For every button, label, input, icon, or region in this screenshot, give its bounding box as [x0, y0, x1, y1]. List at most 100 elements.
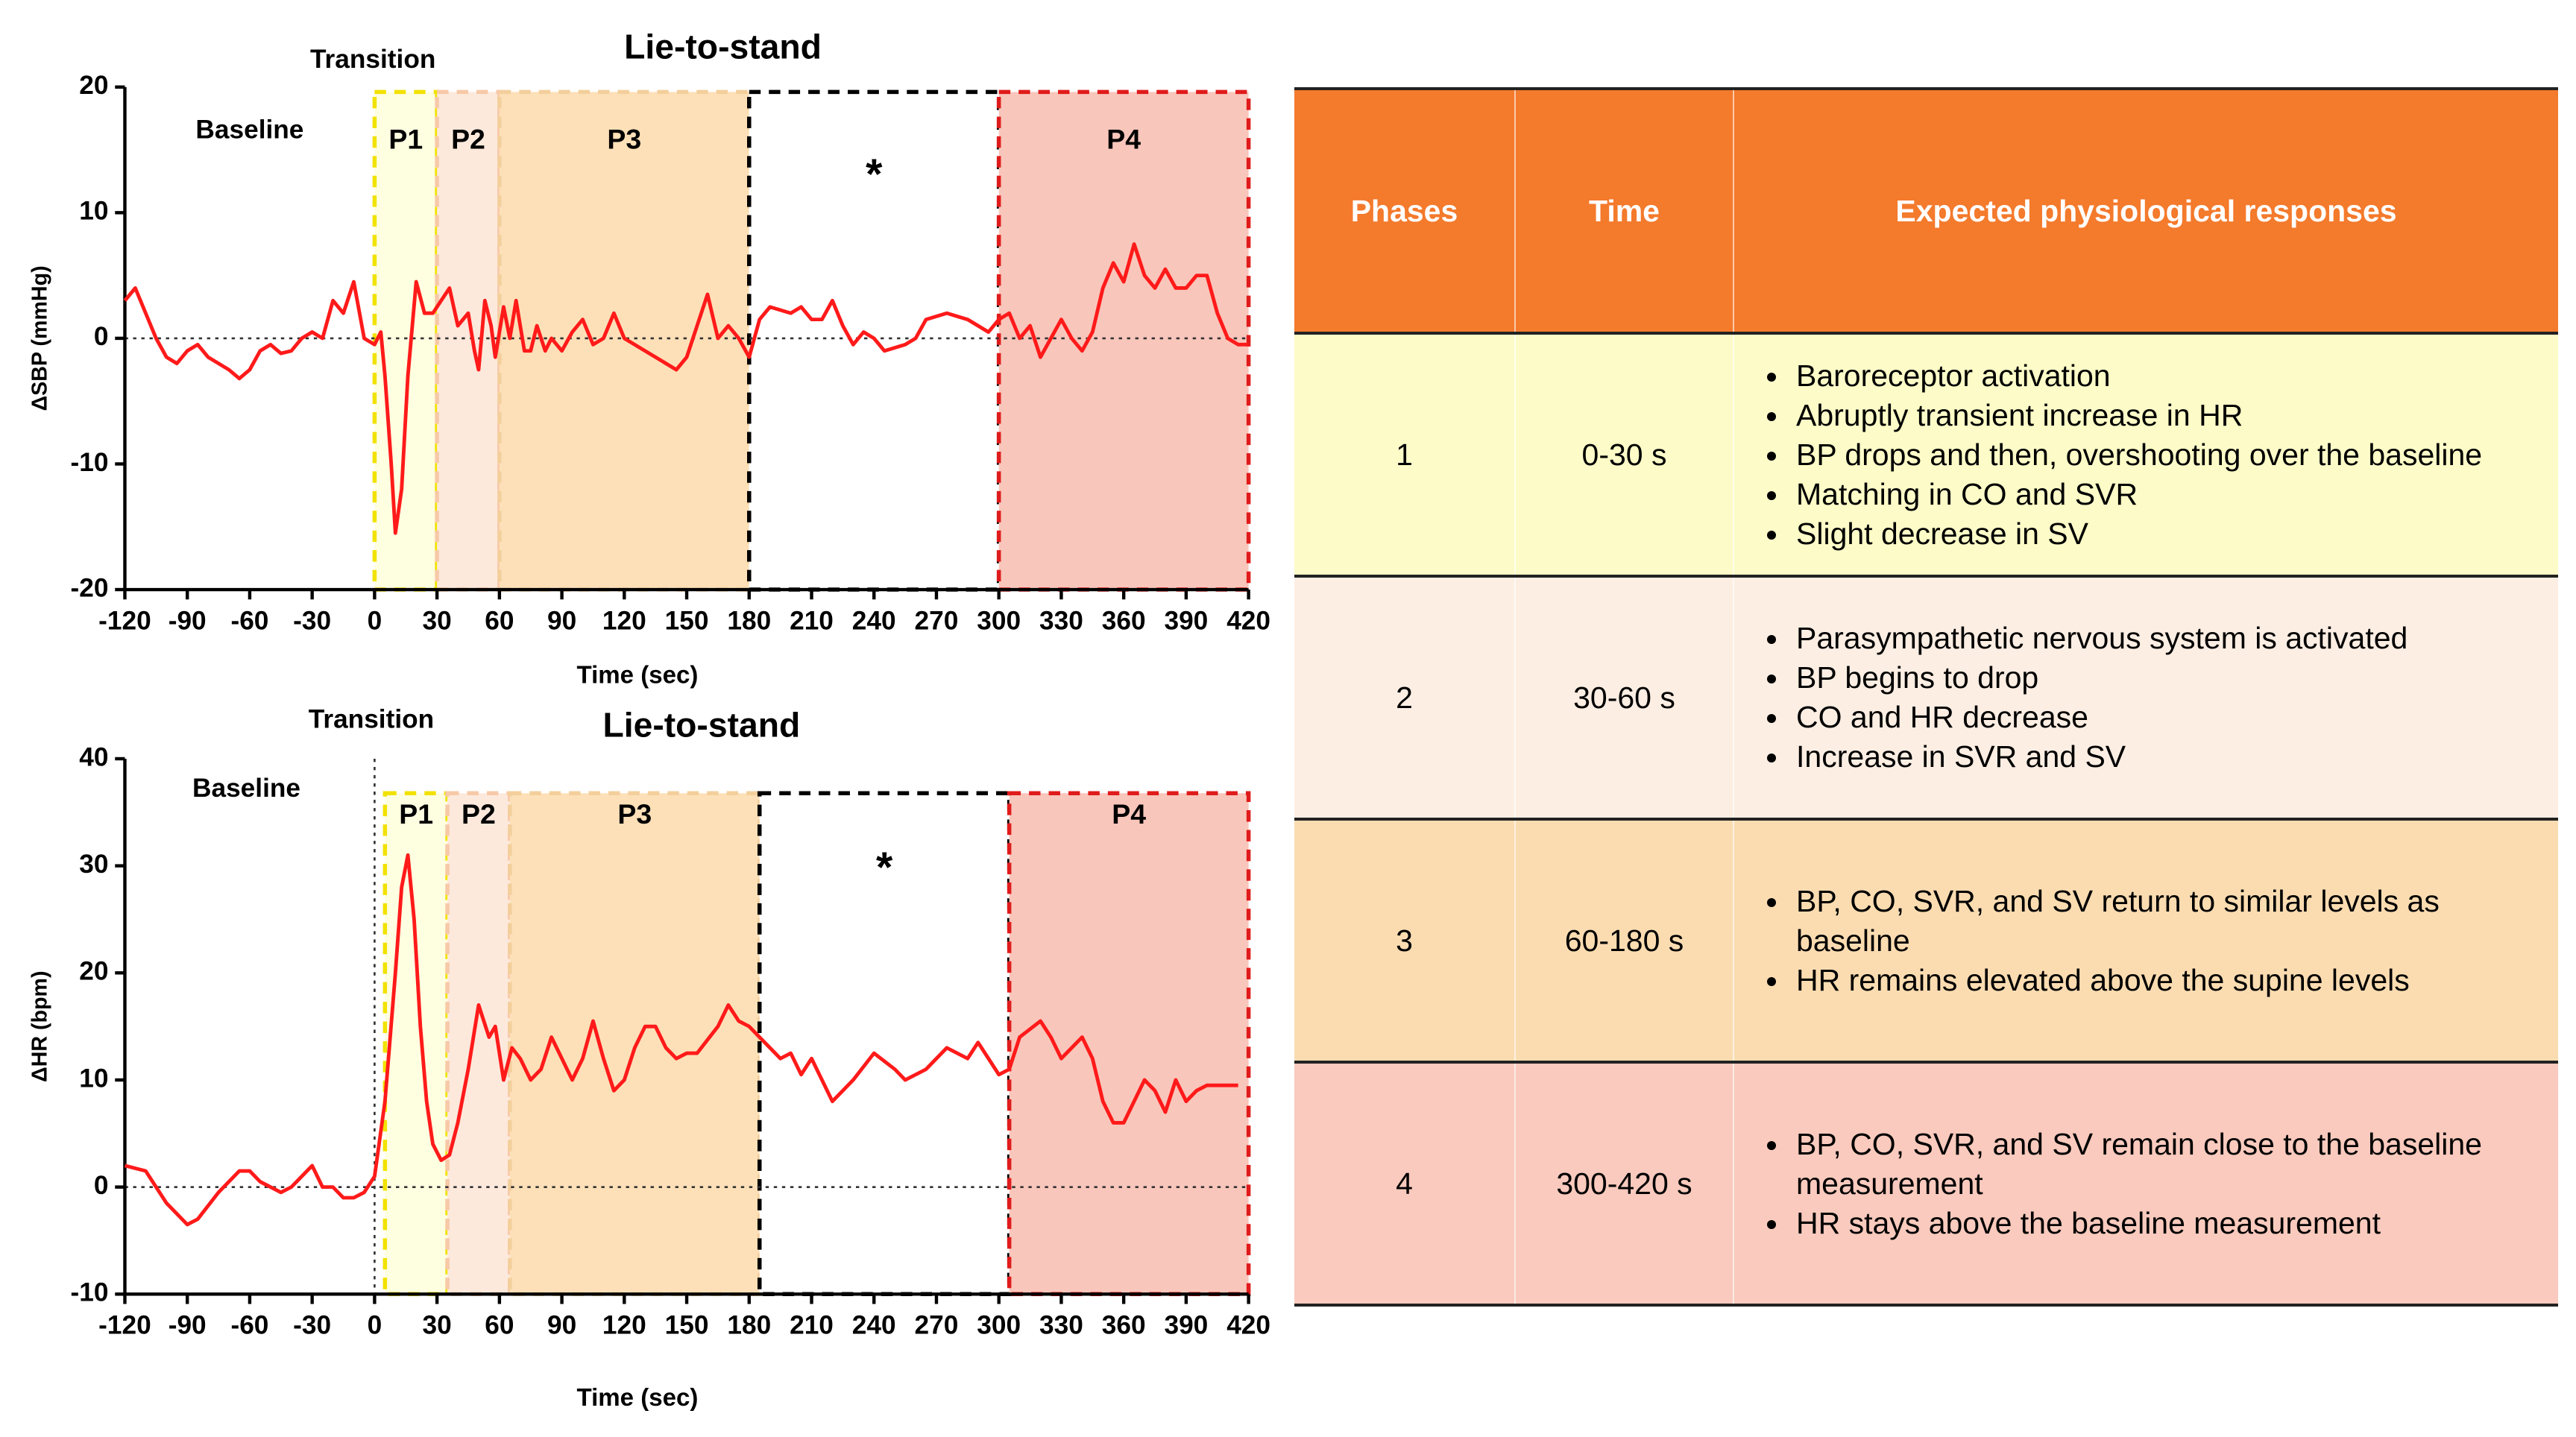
response-item: Increase in SVR and SV [1790, 737, 2407, 777]
phase-region [1007, 791, 1251, 1297]
phase-region [996, 89, 1251, 592]
x-tick-label: 150 [665, 1311, 709, 1340]
phase-label: P4 [1106, 123, 1141, 154]
x-tick-label: 150 [665, 606, 709, 635]
y-tick-label: 10 [79, 197, 108, 226]
phase-cell: 3 [1396, 923, 1413, 958]
phase-cell: 2 [1396, 680, 1413, 715]
phase-label: P4 [1112, 798, 1146, 830]
table-row: 2 30-60 s Parasympathetic nervous system i… [1294, 578, 2558, 821]
response-item: CO and HR decrease [1790, 698, 2407, 737]
x-tick-label: -60 [230, 1311, 268, 1340]
x-tick-label: 300 [977, 606, 1021, 635]
time-cell: 30-60 s [1514, 578, 1733, 818]
x-tick-label: -90 [169, 1311, 207, 1340]
x-tick-label: 120 [602, 1311, 646, 1340]
phase-label: P1 [399, 798, 433, 830]
x-tick-label: 300 [977, 1311, 1021, 1340]
x-tick-label: 210 [790, 1311, 834, 1340]
time-cell: 300-420 s [1514, 1064, 1733, 1304]
x-tick-label: 240 [852, 1311, 896, 1340]
response-item: BP begins to drop [1790, 658, 2407, 698]
x-tick-label: -30 [293, 606, 331, 635]
annotation: Baseline [195, 116, 303, 145]
x-tick-label: -120 [98, 606, 151, 635]
response-item: BP, CO, SVR, and SV return to similar le… [1790, 882, 2558, 961]
x-tick-label: 270 [915, 606, 959, 635]
x-tick-label: 420 [1226, 606, 1270, 635]
y-tick-label: 10 [79, 1064, 108, 1093]
response-item: BP, CO, SVR, and SV remain close to the … [1790, 1125, 2558, 1204]
phase-region [508, 791, 762, 1297]
table-row: 10-30 sBaroreceptor activationAbruptly t… [1294, 335, 2558, 578]
phase-region [445, 791, 512, 1297]
x-tick-label: 360 [1102, 1311, 1146, 1340]
header-cell: Time [1514, 90, 1733, 332]
x-tick-label: 180 [727, 606, 771, 635]
phase-label: P3 [607, 123, 641, 154]
table-row: 3 60-180 s BP, CO, SVR, and SV return to s… [1294, 821, 2558, 1064]
x-tick-label: 0 [368, 1311, 382, 1340]
response-list: Baroreceptor activationAbruptly transien… [1734, 356, 2482, 554]
response-cell: BP, CO, SVR, and SV remain close to the … [1733, 1064, 2558, 1304]
phase-label: P1 [388, 123, 423, 154]
x-tick-label: 30 [423, 606, 452, 635]
phase-region [382, 791, 450, 1297]
header-cell: Expected physiological responses [1733, 90, 2558, 332]
x-tick-label: -30 [293, 1311, 331, 1340]
x-tick-label: 390 [1164, 1311, 1208, 1340]
x-tick-label: 210 [790, 606, 834, 635]
x-tick-label: 90 [547, 606, 576, 635]
x-tick-label: 270 [915, 1311, 959, 1340]
y-tick-label: 0 [94, 322, 109, 351]
x-tick-label: 120 [602, 606, 646, 635]
response-list: Parasympathetic nervous system is activa… [1734, 619, 2407, 777]
y-axis-label: ΔHR (bpm) [28, 970, 52, 1081]
phase-label: P3 [617, 798, 652, 830]
x-axis-label: Time (sec) [577, 1384, 699, 1412]
phase-label: P2 [451, 123, 485, 154]
annotation: Transition [310, 45, 435, 74]
time-cell: 60-180 s [1514, 821, 1733, 1061]
y-tick-label: 0 [94, 1171, 109, 1200]
x-tick-label: -90 [169, 606, 207, 635]
x-axis-label: Time (sec) [577, 662, 699, 689]
response-cell: Baroreceptor activationAbruptly transien… [1733, 335, 2558, 575]
header-row: Phases Time Expected physiological respons… [1294, 90, 2558, 335]
x-tick-label: -60 [230, 606, 268, 635]
response-item: HR remains elevated above the supine lev… [1790, 961, 2558, 1000]
phase-table: Phases Time Expected physiological respons… [1294, 87, 2558, 1307]
y-tick-label: -10 [70, 448, 108, 477]
response-item: HR stays above the baseline measurement [1790, 1204, 2558, 1243]
phase-cell: 1 [1396, 437, 1413, 472]
x-tick-label: 60 [485, 1311, 514, 1340]
x-tick-label: 390 [1164, 606, 1208, 635]
response-item: Baroreceptor activation [1790, 356, 2482, 396]
y-tick-label: 40 [79, 742, 108, 771]
response-item: BP drops and then, overshooting over the… [1790, 435, 2482, 475]
data-line [124, 853, 1238, 1227]
annotation: Baseline [192, 774, 300, 803]
phase-label: * [866, 151, 883, 198]
data-line [123, 242, 1249, 535]
y-axis-label: ΔSBP (mmHg) [28, 265, 52, 411]
chart-title: Lie-to-stand [603, 705, 801, 744]
response-item: Abruptly transient increase in HR [1790, 396, 2482, 435]
phase-cell: 4 [1396, 1166, 1413, 1201]
x-tick-label: 420 [1226, 1311, 1270, 1340]
response-item: Slight decrease in SV [1790, 514, 2482, 554]
x-tick-label: 90 [547, 1311, 576, 1340]
chart-title: Lie-to-stand [624, 27, 822, 66]
y-tick-label: 30 [79, 850, 108, 879]
response-list: BP, CO, SVR, and SV return to similar le… [1734, 882, 2558, 1000]
y-tick-label: 20 [79, 957, 108, 986]
x-tick-label: 60 [485, 606, 514, 635]
x-tick-label: 360 [1102, 606, 1146, 635]
phase-label: * [876, 844, 893, 891]
x-tick-label: 330 [1039, 606, 1083, 635]
response-item: Parasympathetic nervous system is activa… [1790, 619, 2407, 658]
x-tick-label: 240 [852, 606, 896, 635]
response-cell: BP, CO, SVR, and SV return to similar le… [1733, 821, 2558, 1061]
header-cell: Phases [1350, 193, 1458, 228]
